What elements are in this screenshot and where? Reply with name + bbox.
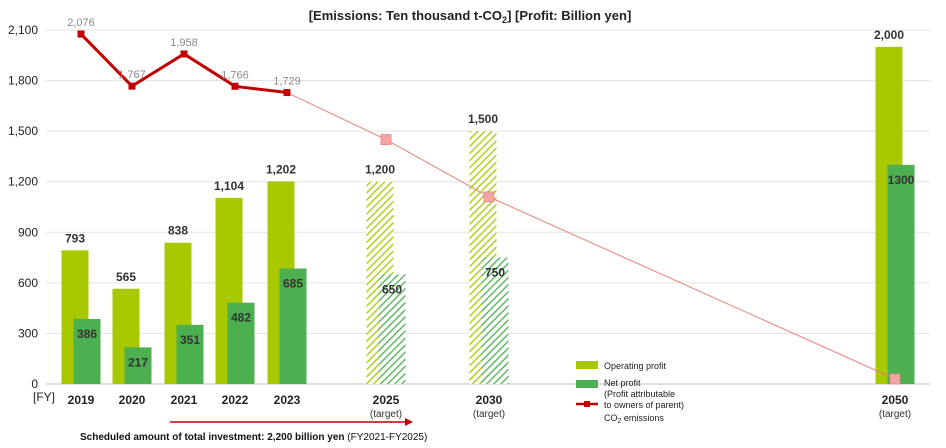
x-tick-label: 2022 (222, 393, 249, 407)
x-tick-label: 2020 (119, 393, 146, 407)
investment-arrow-head (405, 418, 413, 426)
legend-net-label-1: Net profit (604, 378, 641, 388)
x-tick-sublabel: (target) (879, 409, 911, 420)
bar-net-profit (176, 324, 204, 384)
x-tick-label: 2021 (171, 393, 198, 407)
legend-swatch-operating (576, 361, 598, 369)
legend-net-label-3: to owners of parent) (604, 400, 684, 410)
operating-profit-value-label: 1,202 (266, 162, 296, 176)
legend-net-label-2: (Profit attributable (604, 389, 675, 399)
y-tick-label: 300 (18, 326, 38, 340)
co2-target-trend-line (286, 92, 896, 380)
y-tick-label: 600 (18, 276, 38, 290)
x-tick-label: 2030 (476, 393, 503, 407)
legend-swatch-net (576, 380, 598, 388)
bars: 793 386 565 217 838 351 1,104 482 1,202 685 1,200 6… (61, 28, 915, 384)
net-profit-value-label: 217 (128, 355, 148, 369)
y-tick-label: 1,800 (8, 74, 38, 88)
co2-value-label: 1,767 (118, 69, 146, 81)
y-tick-label: 2,100 (8, 23, 38, 37)
legend-operating-label: Operating profit (604, 361, 667, 371)
bar-net-profit (887, 164, 915, 384)
co2-value-label: 1,958 (170, 37, 198, 49)
x-tick-label: 2023 (274, 393, 301, 407)
operating-profit-value-label: 1,104 (214, 179, 244, 193)
bar-net-profit (124, 347, 152, 384)
co2-value-label: 1,766 (221, 69, 249, 81)
co2-value-label: 1,729 (273, 76, 301, 88)
co2-value-label: 2,076 (67, 17, 95, 29)
co2-target-point (889, 373, 901, 385)
chart-title: [Emissions: Ten thousand t-CO2] [Profit:… (309, 8, 632, 25)
co2-actual-point (283, 89, 291, 97)
y-tick-label: 1,500 (8, 124, 38, 138)
operating-profit-value-label: 565 (116, 270, 136, 284)
y-axis: 2,100 1,800 1,500 1,200 900 600 300 0 (8, 23, 38, 391)
x-tick-label: 2050 (882, 393, 909, 407)
x-axis: 2019 2020 2021 2022 2023 2025 (target) 2030 (tar… (68, 393, 911, 420)
co2-emissions-line: 2,076 1,767 1,958 1,766 1,729 (67, 17, 901, 385)
co2-actual-point (180, 50, 188, 58)
co2-actual-point (77, 30, 85, 38)
y-tick-label: 900 (18, 225, 38, 239)
operating-profit-value-label: 1,200 (365, 163, 395, 177)
net-profit-value-label: 1300 (888, 173, 915, 187)
operating-profit-value-label: 2,000 (874, 28, 904, 42)
co2-target-point (380, 134, 392, 145)
y-tick-label: 1,200 (8, 175, 38, 189)
net-profit-value-label: 750 (485, 266, 505, 280)
x-tick-label: 2019 (68, 393, 95, 407)
x-tick-label: 2025 (373, 393, 400, 407)
investment-note: Scheduled amount of total investment: 2,… (80, 432, 427, 443)
net-profit-value-label: 386 (77, 327, 97, 341)
co2-actual-point (128, 82, 136, 90)
operating-profit-value-label: 1,500 (468, 112, 498, 126)
bar-net-profit (279, 268, 307, 384)
net-profit-value-label: 650 (382, 282, 402, 296)
x-tick-sublabel: (target) (370, 409, 402, 420)
bar-net-profit (481, 257, 509, 384)
legend: Operating profit Net profit (Profit attr… (576, 361, 684, 425)
legend-marker-co2 (584, 401, 590, 407)
bar-net-profit (378, 274, 406, 384)
x-tick-sublabel: (target) (473, 409, 505, 420)
net-profit-value-label: 482 (231, 311, 251, 325)
net-profit-value-label: 685 (283, 277, 303, 291)
operating-profit-value-label: 793 (65, 231, 85, 245)
net-profit-value-label: 351 (180, 333, 200, 347)
bar-net-profit (227, 302, 255, 384)
bar-net-profit (73, 318, 101, 384)
operating-profit-value-label: 838 (168, 224, 188, 238)
y-tick-label: 0 (31, 377, 38, 391)
co2-actual-point (231, 82, 239, 90)
legend-co2-label: CO2 emissions (604, 413, 664, 425)
co2-target-point (483, 191, 495, 203)
fy-label: [FY] (33, 390, 55, 404)
